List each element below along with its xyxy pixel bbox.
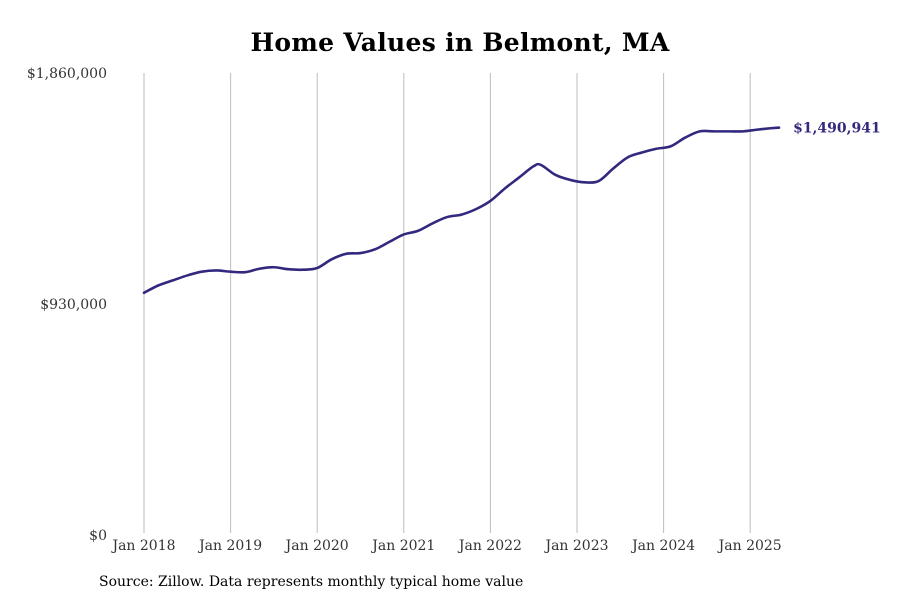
y-tick-label: $930,000: [40, 297, 107, 313]
y-axis-tick-labels: $0 $930,000 $1,860,000: [27, 66, 107, 544]
x-axis-tick-labels: Jan 2018 Jan 2019 Jan 2020 Jan 2021 Jan 2022…: [110, 538, 781, 554]
x-tick-label: Jan 2018: [110, 538, 175, 554]
x-tick-label: Jan 2024: [630, 538, 695, 554]
x-tick-label: Jan 2021: [370, 538, 435, 554]
x-tick-label: Jan 2025: [717, 538, 782, 554]
y-tick-label: $0: [89, 528, 107, 544]
x-tick-label: Jan 2019: [197, 538, 262, 554]
x-tick-label: Jan 2022: [457, 538, 522, 554]
x-tick-label: Jan 2023: [543, 538, 608, 554]
chart-title: Home Values in Belmont, MA: [250, 28, 670, 57]
source-note: Source: Zillow. Data represents monthly …: [99, 574, 524, 590]
end-value-label: $1,490,941: [793, 121, 881, 137]
home-value-line: [142, 126, 781, 295]
x-tick-label: Jan 2020: [284, 538, 349, 554]
y-tick-label: $1,860,000: [27, 66, 107, 82]
gridlines: [143, 73, 751, 533]
